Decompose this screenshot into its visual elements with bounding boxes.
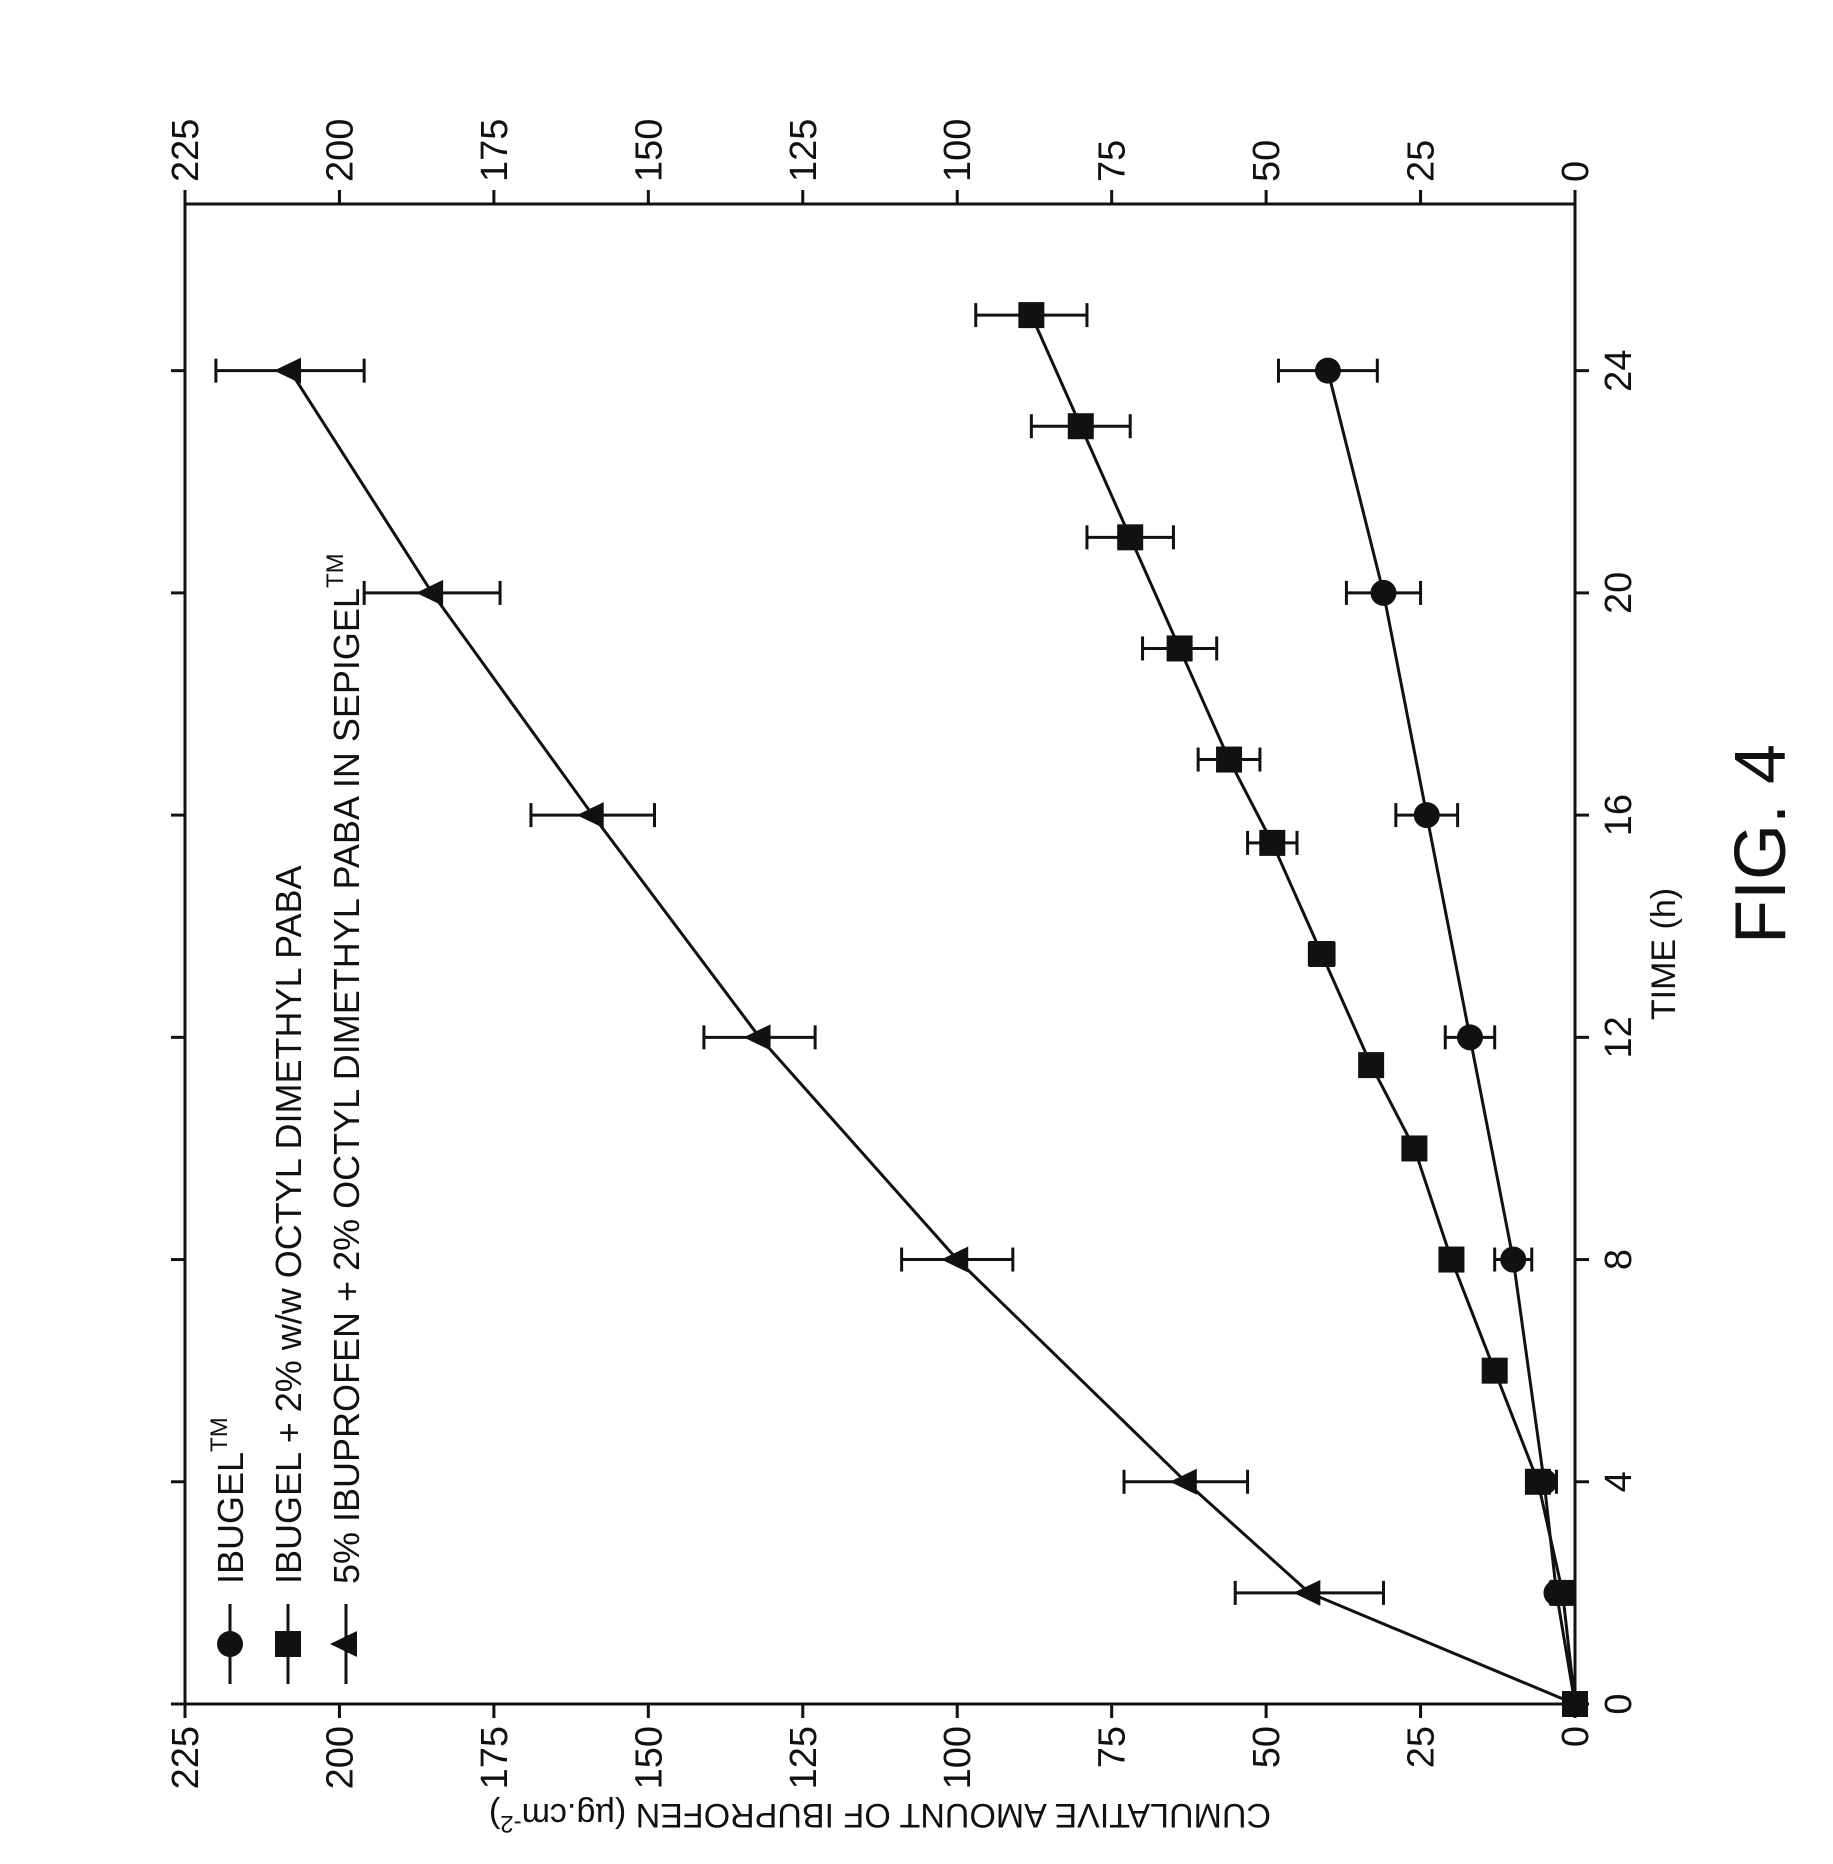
x-tick-label: 8 xyxy=(1598,1249,1640,1270)
legend-label-superscript: TM xyxy=(322,553,349,588)
series-line xyxy=(1326,370,1577,1705)
chart-plot-area: 0481216202400252550507575100100125125150… xyxy=(165,119,1801,1837)
y-axis-title-superscript: -2 xyxy=(500,1810,521,1837)
data-point-triangle xyxy=(1293,1579,1321,1606)
series-group xyxy=(214,302,1588,1717)
data-point-square xyxy=(1358,1052,1385,1079)
series-1 xyxy=(1276,357,1588,1717)
y-tick-label-right: 100 xyxy=(937,119,979,182)
y-tick-label-right: 125 xyxy=(783,119,825,182)
legend-label-text: 5% IBUPROFEN + 2% OCTYL DIMETHYL PABA IN… xyxy=(326,588,367,1584)
y-axis-title-close: ) xyxy=(489,1796,500,1834)
legend-label: 5% IBUPROFEN + 2% OCTYL DIMETHYL PABA IN… xyxy=(322,553,367,1584)
data-point-triangle xyxy=(941,1246,969,1273)
data-point-triangle xyxy=(1559,1691,1586,1717)
y-tick-label-left: 150 xyxy=(628,1726,670,1789)
axis-ticks: 0481216202400252550507575100100125125150… xyxy=(165,119,1640,1790)
x-axis-title: TIME (h) xyxy=(1645,888,1683,1020)
plot-frame xyxy=(183,202,1577,1706)
data-point-circle xyxy=(1413,802,1440,829)
x-tick-label: 16 xyxy=(1598,794,1640,836)
y-tick-label-right: 150 xyxy=(628,119,670,182)
x-tick-label: 20 xyxy=(1598,572,1640,614)
data-point-circle xyxy=(1500,1246,1527,1273)
y-tick-label-left: 25 xyxy=(1401,1726,1443,1768)
x-tick-label: 0 xyxy=(1598,1693,1640,1714)
legend-label: IBUGEL + 2% w/w OCTYL DIMETHYL PABA xyxy=(268,865,309,1584)
y-tick-label-left: 225 xyxy=(165,1726,207,1789)
y-tick-label-left: 200 xyxy=(319,1726,361,1789)
data-point-square xyxy=(1308,941,1335,967)
y-tick-label-left: 75 xyxy=(1092,1726,1134,1768)
data-point-square xyxy=(1259,829,1286,856)
data-point-triangle xyxy=(416,579,444,606)
data-point-square xyxy=(1401,1135,1428,1162)
data-point-triangle xyxy=(743,1024,771,1051)
data-point-triangle xyxy=(576,802,604,829)
y-tick-label-left: 0 xyxy=(1555,1726,1597,1747)
y-tick-label-right: 75 xyxy=(1092,140,1134,182)
legend-label: IBUGELTM xyxy=(206,1417,251,1584)
y-tick-label-left: 125 xyxy=(783,1726,825,1789)
data-point-square xyxy=(1117,524,1144,551)
y-tick-label-right: 225 xyxy=(165,119,207,182)
data-point-square xyxy=(1216,746,1243,773)
legend-marker-square xyxy=(275,1631,301,1657)
data-point-triangle xyxy=(1169,1468,1197,1495)
y-tick-label-left: 175 xyxy=(474,1726,516,1789)
y-tick-label-right: 0 xyxy=(1555,161,1597,182)
data-point-circle xyxy=(1370,579,1397,606)
y-tick-label-left: 50 xyxy=(1246,1726,1288,1768)
x-tick-label: 24 xyxy=(1598,350,1640,392)
x-tick-label: 4 xyxy=(1598,1471,1640,1492)
data-point-square xyxy=(1549,1579,1576,1606)
data-point-triangle xyxy=(274,357,302,384)
legend-label-text: IBUGEL xyxy=(210,1452,251,1584)
series-line xyxy=(1029,314,1577,1705)
data-point-square xyxy=(1018,302,1045,329)
y-axis-title-main: CUMULATIVE AMOUNT OF IBUPROFEN (µg.cm xyxy=(522,1796,1271,1834)
series-2 xyxy=(974,302,1588,1717)
data-point-square xyxy=(1524,1468,1551,1495)
data-point-circle xyxy=(1314,357,1341,384)
series-3 xyxy=(214,357,1586,1717)
legend: IBUGELTM IBUGEL + 2% w/w OCTYL DIMETHYL P… xyxy=(206,553,367,1684)
data-point-square xyxy=(1166,635,1193,662)
legend-label-superscript: TM xyxy=(206,1417,233,1452)
legend-label-text: IBUGEL + 2% w/w OCTYL DIMETHYL PABA xyxy=(268,865,309,1584)
data-point-square xyxy=(1438,1246,1465,1273)
series-line xyxy=(288,369,1576,1706)
data-point-square xyxy=(1481,1357,1508,1384)
y-tick-label-right: 175 xyxy=(474,119,516,182)
legend-marker-triangle xyxy=(330,1631,357,1657)
legend-marker-circle xyxy=(217,1631,243,1657)
data-point-circle xyxy=(1456,1024,1483,1051)
y-tick-label-right: 200 xyxy=(319,119,361,182)
y-tick-label-left: 100 xyxy=(937,1726,979,1789)
figure-label: FIG. 4 xyxy=(1721,744,1801,944)
y-tick-label-right: 50 xyxy=(1246,140,1288,182)
data-point-square xyxy=(1067,413,1094,440)
x-tick-label: 12 xyxy=(1598,1016,1640,1058)
y-tick-label-right: 25 xyxy=(1401,140,1443,182)
y-axis-title: CUMULATIVE AMOUNT OF IBUPROFEN (µg.cm-2) xyxy=(489,1796,1271,1837)
